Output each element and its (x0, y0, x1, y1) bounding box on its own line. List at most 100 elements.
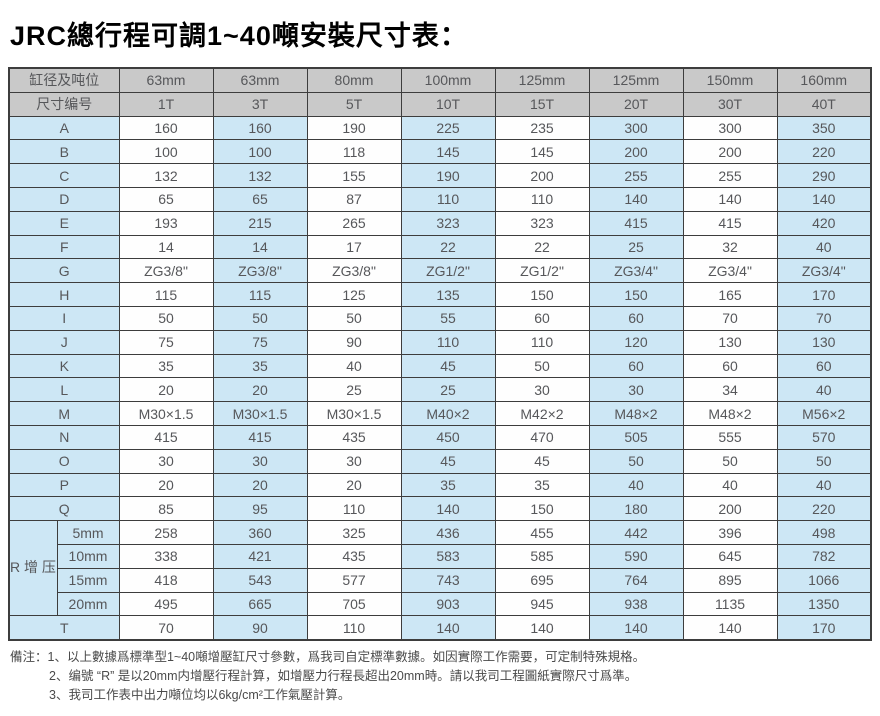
table-cell-M-10T: M40×2 (400, 401, 496, 426)
table-cell-R20mm-5T: 705 (306, 591, 402, 617)
table-cell-C-5T: 155 (306, 163, 402, 188)
table-cell-H-30T: 165 (682, 282, 778, 307)
table-cell-P-40T: 40 (776, 472, 872, 498)
header-tonnage-7: 40T (776, 91, 872, 117)
table-cell-H-5T: 125 (306, 282, 402, 307)
table-cell-R15mm-30T: 895 (682, 567, 778, 593)
table-cell-C-10T: 190 (400, 163, 496, 188)
page-title: JRC總行程可調1~40噸安裝尺寸表： (10, 21, 468, 51)
table-cell-N-5T: 435 (306, 424, 402, 450)
table-cell-E-40T: 420 (776, 210, 872, 236)
table-cell-R20mm-40T: 1350 (776, 591, 872, 617)
table-row: E 193 215 265 323 323 415 415 420 (8, 210, 872, 236)
table-cell-I-20T: 60 (588, 305, 684, 331)
table-cell-H-20T: 150 (588, 282, 684, 307)
table-row: I 50 50 50 55 60 60 70 70 (8, 305, 872, 331)
table-cell-N-1T: 415 (118, 424, 214, 450)
table-cell-K-5T: 40 (306, 353, 402, 379)
dimension-table: 缸径及吨位 63mm 63mm 80mm 100mm 125mm 125mm 150mm 160… (8, 67, 872, 642)
header-tonnage-6: 30T (682, 91, 778, 117)
header-tonnage-1: 3T (212, 91, 308, 117)
table-cell-R15mm-3T: 543 (212, 567, 308, 593)
table-cell-M-1T: M30×1.5 (118, 401, 214, 426)
table-row: A 160 160 190 225 235 300 300 350 (8, 115, 872, 141)
table-row: B 100 100 118 145 145 200 200 220 (8, 139, 872, 165)
table-cell-L-1T: 20 (118, 377, 214, 403)
table-cell-D-5T: 87 (306, 186, 402, 212)
row-label-L: L (8, 377, 120, 403)
table-cell-P-10T: 35 (400, 472, 496, 498)
row-label-F: F (8, 234, 120, 260)
row-label-B: B (8, 139, 120, 165)
table-cell-G-3T: ZG3/8" (212, 258, 308, 284)
table-row: O 30 30 30 45 45 50 50 50 (8, 448, 872, 474)
table-cell-L-30T: 34 (682, 377, 778, 403)
table-cell-R20mm-10T: 903 (400, 591, 496, 617)
table-cell-R20mm-30T: 1135 (682, 591, 778, 617)
table-cell-C-15T: 200 (494, 163, 590, 188)
header-size-label: 尺寸编号 (8, 91, 120, 117)
table-cell-B-3T: 100 (212, 139, 308, 165)
table-row: Q 85 95 110 140 150 180 200 220 (8, 496, 872, 522)
table-cell-I-10T: 55 (400, 305, 496, 331)
table-row: H 115 115 125 135 150 150 165 170 (8, 282, 872, 307)
table-cell-D-20T: 140 (588, 186, 684, 212)
table-cell-P-30T: 40 (682, 472, 778, 498)
row-label-O: O (8, 448, 120, 474)
table-cell-O-30T: 50 (682, 448, 778, 474)
header-bore-7: 160mm (776, 67, 872, 93)
table-cell-H-40T: 170 (776, 282, 872, 307)
header-bore-2: 80mm (306, 67, 402, 93)
row-label-T: T (8, 615, 120, 641)
row-label-R-boost-stroke: R 增 压 行 程 (8, 520, 58, 617)
table-cell-P-15T: 35 (494, 472, 590, 498)
note-item-3: 3、我司工作表中出力噸位均以6kg/cm²工作氣壓計算。 (49, 688, 351, 703)
table-cell-T-1T: 70 (118, 615, 214, 641)
table-cell-R5mm-10T: 436 (400, 520, 496, 545)
table-cell-R10mm-15T: 585 (494, 543, 590, 569)
table-cell-P-1T: 20 (118, 472, 214, 498)
table-cell-A-20T: 300 (588, 115, 684, 141)
table-cell-Q-20T: 180 (588, 496, 684, 522)
table-cell-R20mm-20T: 938 (588, 591, 684, 617)
table-cell-M-3T: M30×1.5 (212, 401, 308, 426)
table-cell-A-5T: 190 (306, 115, 402, 141)
row-sublabel-5mm: 5mm (56, 520, 120, 545)
table-cell-H-15T: 150 (494, 282, 590, 307)
table-cell-A-1T: 160 (118, 115, 214, 141)
table-cell-J-3T: 75 (212, 329, 308, 355)
table-cell-E-1T: 193 (118, 210, 214, 236)
row-label-J: J (8, 329, 120, 355)
table-row: G ZG3/8" ZG3/8" ZG3/8" ZG1/2" ZG1/2" ZG3/4" ZG3… (8, 258, 872, 284)
table-row: 15mm 418 543 577 743 695 764 895 1066 (9, 567, 872, 593)
table-cell-O-3T: 30 (212, 448, 308, 474)
table-cell-E-30T: 415 (682, 210, 778, 236)
table-cell-R10mm-1T: 338 (118, 543, 214, 569)
table-row: C 132 132 155 190 200 255 255 290 (8, 163, 872, 188)
table-cell-I-5T: 50 (306, 305, 402, 331)
dimension-table-body: 缸径及吨位 63mm 63mm 80mm 100mm 125mm 125mm 150mm 160… (8, 67, 872, 641)
header-bore-5: 125mm (588, 67, 684, 93)
table-cell-H-10T: 135 (400, 282, 496, 307)
table-cell-T-15T: 140 (494, 615, 590, 641)
table-cell-R15mm-5T: 577 (306, 567, 402, 593)
row-label-P: P (8, 472, 120, 498)
table-row: 缸径及吨位 63mm 63mm 80mm 100mm 125mm 125mm 150mm 160… (8, 67, 872, 93)
table-cell-J-5T: 90 (306, 329, 402, 355)
header-tonnage-2: 5T (306, 91, 402, 117)
row-label-D: D (8, 186, 120, 212)
table-cell-L-5T: 25 (306, 377, 402, 403)
table-cell-R5mm-20T: 442 (588, 520, 684, 545)
table-cell-B-20T: 200 (588, 139, 684, 165)
table-cell-H-1T: 115 (118, 282, 214, 307)
table-cell-G-5T: ZG3/8" (306, 258, 402, 284)
table-cell-F-15T: 22 (494, 234, 590, 260)
table-cell-E-15T: 323 (494, 210, 590, 236)
table-cell-C-20T: 255 (588, 163, 684, 188)
table-cell-R10mm-5T: 435 (306, 543, 402, 569)
table-cell-Q-3T: 95 (212, 496, 308, 522)
table-cell-O-40T: 50 (776, 448, 872, 474)
table-row: L 20 20 25 25 30 30 34 40 (8, 377, 872, 403)
row-sublabel-20mm: 20mm (56, 591, 120, 617)
